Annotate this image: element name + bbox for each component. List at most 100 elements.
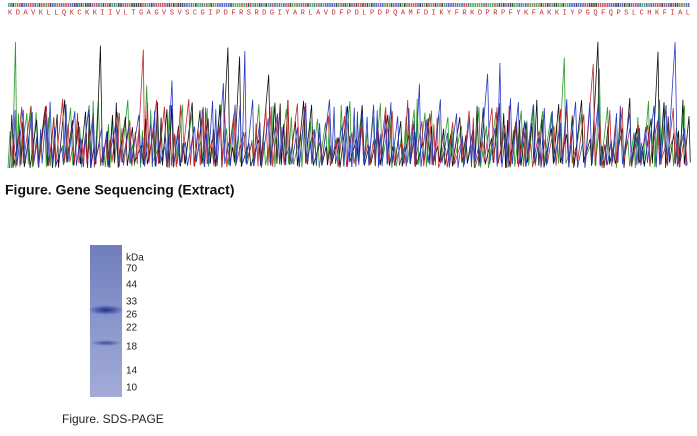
base-glyph	[437, 3, 439, 7]
base-glyph	[346, 3, 349, 7]
base-glyph	[553, 3, 556, 7]
base-glyph	[646, 3, 648, 7]
base-glyph	[481, 3, 483, 7]
base-glyph	[135, 3, 138, 7]
dna-sequence-strip	[8, 3, 690, 7]
base-glyph	[21, 3, 23, 7]
base-glyph	[146, 3, 149, 7]
base-glyph	[263, 3, 265, 7]
base-glyph	[203, 3, 206, 7]
base-glyph	[580, 3, 582, 7]
base-glyph	[331, 3, 333, 7]
base-glyph	[489, 3, 492, 7]
base-glyph	[63, 3, 65, 7]
base-glyph	[82, 3, 85, 7]
base-glyph	[241, 3, 243, 7]
base-glyph	[296, 3, 298, 7]
base-glyph	[234, 3, 237, 7]
base-glyph	[254, 3, 256, 7]
base-glyph	[421, 3, 424, 7]
base-glyph	[586, 3, 589, 7]
base-glyph	[404, 3, 406, 7]
base-glyph	[316, 3, 318, 7]
base-glyph	[621, 3, 624, 7]
base-glyph	[214, 3, 217, 7]
base-glyph	[212, 3, 215, 7]
base-glyph	[650, 3, 652, 7]
base-glyph	[221, 3, 223, 7]
base-glyph	[571, 3, 573, 7]
figure-caption: Figure. Gene Sequencing (Extract)	[5, 182, 235, 198]
marker-label: 22	[126, 323, 138, 334]
base-glyph	[507, 3, 509, 7]
base-glyph	[626, 3, 628, 7]
base-glyph	[514, 3, 516, 7]
base-glyph	[74, 3, 76, 7]
unit-label: kDa	[126, 253, 144, 264]
base-glyph	[96, 3, 98, 7]
base-glyph	[14, 3, 17, 7]
base-glyph	[223, 3, 226, 7]
base-glyph	[243, 3, 245, 7]
base-glyph	[91, 3, 94, 7]
base-glyph	[472, 3, 474, 7]
base-glyph	[408, 3, 410, 7]
base-glyph	[269, 3, 272, 7]
base-glyph	[599, 3, 602, 7]
base-glyph	[540, 3, 542, 7]
base-glyph	[443, 3, 446, 7]
base-glyph	[406, 3, 408, 7]
base-glyph	[340, 3, 342, 7]
base-glyph	[573, 3, 575, 7]
base-glyph	[648, 3, 650, 7]
base-glyph	[219, 3, 221, 7]
base-glyph	[302, 3, 305, 7]
base-glyph	[419, 3, 421, 7]
gel-lane	[90, 245, 122, 397]
base-glyph	[485, 3, 487, 7]
base-glyph	[208, 3, 210, 7]
base-glyph	[555, 3, 558, 7]
base-glyph	[329, 3, 331, 7]
base-glyph	[632, 3, 635, 7]
base-glyph	[155, 3, 157, 7]
base-glyph	[595, 3, 597, 7]
base-glyph	[60, 3, 63, 7]
base-glyph	[320, 3, 322, 7]
base-glyph	[195, 3, 197, 7]
base-glyph	[58, 3, 61, 7]
base-glyph	[410, 3, 413, 7]
base-glyph	[351, 3, 353, 7]
base-glyph	[533, 3, 536, 7]
base-glyph	[186, 3, 188, 7]
base-glyph	[624, 3, 626, 7]
base-glyph	[630, 3, 633, 7]
base-glyph	[184, 3, 186, 7]
base-glyph	[52, 3, 54, 7]
base-glyph	[652, 3, 655, 7]
base-glyph	[393, 3, 395, 7]
base-glyph	[368, 3, 371, 7]
base-glyph	[476, 3, 479, 7]
base-glyph	[547, 3, 549, 7]
base-glyph	[104, 3, 107, 7]
base-glyph	[27, 3, 30, 7]
base-glyph	[181, 3, 184, 7]
base-glyph	[659, 3, 661, 7]
base-glyph	[657, 3, 659, 7]
base-glyph	[8, 3, 10, 7]
base-glyph	[498, 3, 501, 7]
base-glyph	[379, 3, 382, 7]
base-glyph	[192, 3, 195, 7]
base-glyph	[668, 3, 670, 7]
base-glyph	[285, 3, 287, 7]
base-glyph	[674, 3, 677, 7]
base-glyph	[450, 3, 452, 7]
base-glyph	[258, 3, 261, 7]
base-glyph	[230, 3, 232, 7]
base-glyph	[256, 3, 259, 7]
base-glyph	[364, 3, 366, 7]
base-glyph	[100, 3, 102, 7]
base-glyph	[463, 3, 465, 7]
base-glyph	[588, 3, 591, 7]
